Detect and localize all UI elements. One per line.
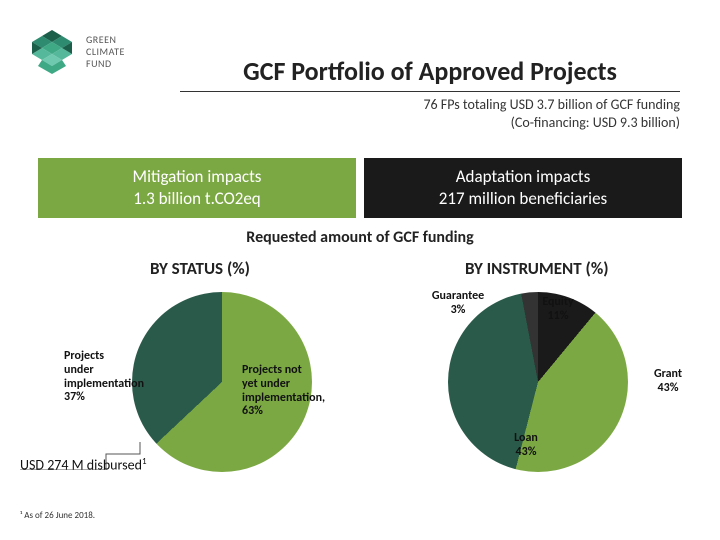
logo: GREEN CLIMATE FUND <box>28 28 125 76</box>
instrument-slice-label-2: Guarantee3% <box>418 290 498 318</box>
page-subtitle: 76 FPs totaling USD 3.7 billion of GCF f… <box>240 96 680 132</box>
instrument-slice-label-0: Grant43% <box>638 368 698 396</box>
adaptation-value: 217 million beneficiaries <box>370 188 676 210</box>
footnote: ¹ As of 26 June 2018. <box>20 510 95 521</box>
logo-globe-icon <box>28 28 76 76</box>
disbursed-label: USD 274 M disbursed1 <box>20 456 147 474</box>
mitigation-heading: Mitigation impacts <box>44 166 350 188</box>
disbursed-sup: 1 <box>142 456 147 467</box>
logo-text: GREEN CLIMATE FUND <box>86 34 125 70</box>
impact-row: Mitigation impacts 1.3 billion t.CO2eq A… <box>38 158 682 218</box>
subtitle-line2: (Co-financing: USD 9.3 billion) <box>240 114 680 132</box>
instrument-slice-label-1: Loan43% <box>496 432 556 460</box>
instrument-slice-label-3: Equity11% <box>528 296 588 324</box>
subtitle-line1: 76 FPs totaling USD 3.7 billion of GCF f… <box>240 96 680 114</box>
disbursed-text: USD 274 M disbursed <box>20 457 142 474</box>
status-chart-title: BY STATUS (%) <box>150 258 250 279</box>
status-slice-label-1: Projectsunderimplementation37% <box>64 350 174 405</box>
mitigation-box: Mitigation impacts 1.3 billion t.CO2eq <box>38 158 356 218</box>
mitigation-value: 1.3 billion t.CO2eq <box>44 188 350 210</box>
requested-title: Requested amount of GCF funding <box>0 228 720 247</box>
instrument-chart-title: BY INSTRUMENT (%) <box>465 258 609 279</box>
status-slice-label-0: Projects notyet underimplementation,63% <box>242 364 362 419</box>
adaptation-box: Adaptation impacts 217 million beneficia… <box>364 158 682 218</box>
instrument-pie-chart: Grant43% Loan43% Guarantee3% Equity11% <box>448 292 628 472</box>
adaptation-heading: Adaptation impacts <box>370 166 676 188</box>
status-pie-chart: Projects notyet underimplementation,63% … <box>132 292 312 472</box>
page-title: GCF Portfolio of Approved Projects <box>180 55 680 92</box>
logo-line3: FUND <box>86 58 125 70</box>
